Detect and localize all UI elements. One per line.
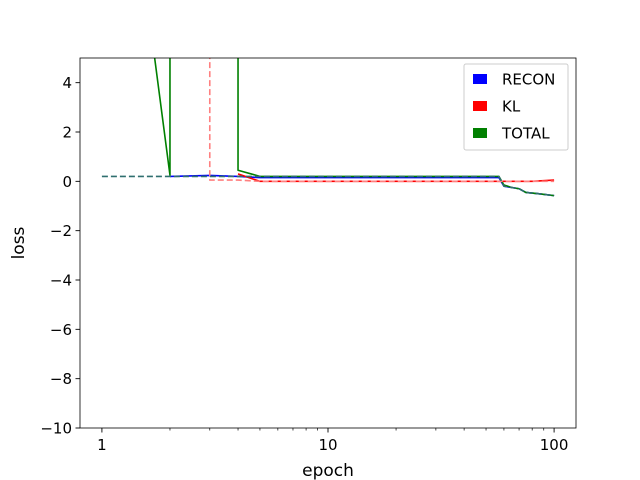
series-line-kl-validation	[208, 58, 555, 183]
x-tick-label: 1	[97, 436, 107, 454]
plot-lines	[101, 58, 555, 197]
y-tick-label: −4	[50, 272, 72, 290]
legend-label-total: TOTAL	[501, 125, 550, 143]
y-tick-label: 0	[62, 173, 72, 191]
legend: RECON KL TOTAL	[463, 63, 569, 151]
legend-label-kl: KL	[502, 98, 521, 116]
legend-box	[463, 63, 569, 151]
y-tick-label: 4	[62, 74, 72, 92]
legend-label-recon: RECON	[502, 71, 555, 89]
legend-swatch-kl	[473, 101, 487, 111]
series-line-total-validation	[101, 175, 555, 197]
y-axis: −10 −8 −6 −4 −2 0 2 4	[40, 74, 80, 438]
legend-swatch-recon	[473, 74, 487, 84]
y-axis-label: loss	[9, 226, 29, 259]
x-tick-label: 100	[540, 436, 569, 454]
y-tick-label: −8	[50, 370, 72, 388]
x-tick-label: 10	[318, 436, 337, 454]
y-tick-label: −6	[50, 321, 72, 339]
y-tick-label: 2	[62, 124, 72, 142]
y-tick-label: −10	[40, 420, 72, 438]
y-tick-label: −2	[50, 222, 72, 240]
series-line-recon	[169, 174, 555, 197]
legend-swatch-total	[473, 128, 487, 138]
x-axis-label: epoch	[302, 461, 354, 480]
x-axis: 1 10 100	[97, 428, 568, 454]
